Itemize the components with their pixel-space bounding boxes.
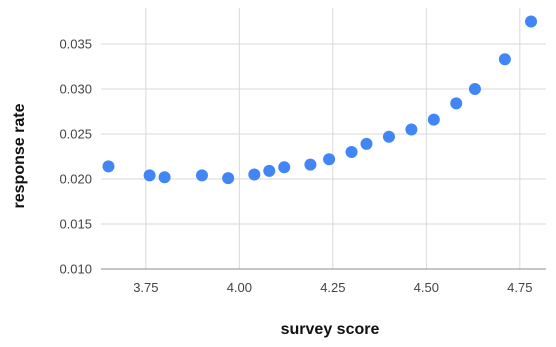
data-point [248, 168, 261, 181]
x-tick-label: 4.75 [507, 280, 532, 295]
x-tick-label: 3.75 [133, 280, 158, 295]
data-point [405, 123, 418, 136]
y-tick-label: 0.015 [59, 217, 92, 232]
data-point [468, 83, 481, 95]
x-tick-label: 4.00 [227, 280, 252, 295]
data-points [102, 15, 538, 185]
data-point [382, 130, 395, 143]
data-point [450, 97, 463, 110]
data-point [102, 160, 115, 173]
y-tick-label: 0.010 [59, 262, 92, 277]
x-axis-title: survey score [281, 321, 380, 338]
data-point [143, 169, 156, 182]
data-point [304, 158, 317, 171]
y-axis-ticks: 0.010 0.015 0.020 0.025 0.030 0.035 [59, 37, 92, 277]
y-axis-title: response rate [11, 103, 28, 208]
y-tick-label: 0.030 [59, 82, 92, 97]
data-point [427, 113, 440, 126]
x-tick-label: 4.50 [414, 280, 439, 295]
data-point [195, 169, 208, 182]
data-point [498, 53, 511, 66]
x-axis-ticks: 3.75 4.00 4.25 4.50 4.75 [133, 280, 532, 295]
data-point [278, 161, 291, 174]
data-point [263, 164, 276, 177]
data-point [323, 153, 336, 166]
y-tick-label: 0.020 [59, 172, 92, 187]
y-tick-label: 0.035 [59, 37, 92, 52]
data-point [360, 137, 373, 150]
data-point [158, 171, 171, 184]
data-point [525, 15, 538, 28]
data-point [222, 172, 235, 185]
grid-lines [101, 8, 546, 269]
data-point [345, 146, 358, 158]
x-tick-label: 4.25 [320, 280, 345, 295]
y-tick-label: 0.025 [59, 127, 92, 142]
